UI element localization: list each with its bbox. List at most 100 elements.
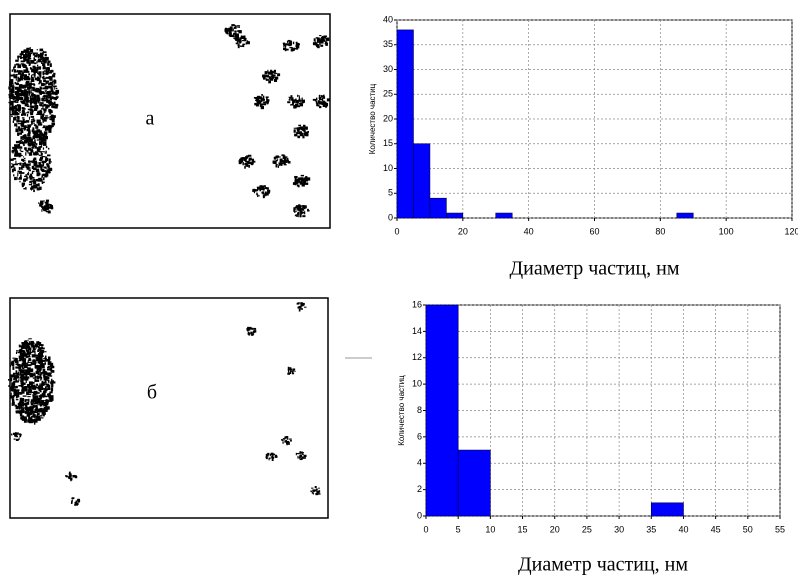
particle xyxy=(51,114,53,119)
particle xyxy=(16,393,18,396)
particle xyxy=(14,64,16,68)
particle xyxy=(34,54,37,58)
particle xyxy=(30,137,32,139)
particle xyxy=(39,136,41,141)
particle xyxy=(50,390,53,393)
particle xyxy=(26,177,29,179)
particle xyxy=(31,160,33,164)
particle xyxy=(17,104,22,109)
particle xyxy=(44,135,48,140)
particle xyxy=(30,409,33,412)
particle xyxy=(32,404,35,409)
particle xyxy=(294,177,297,181)
particle xyxy=(12,158,17,160)
particle xyxy=(19,70,23,73)
particle xyxy=(321,102,324,105)
particle xyxy=(47,363,50,366)
particle xyxy=(24,103,27,107)
particle xyxy=(15,108,18,112)
particle xyxy=(302,135,305,139)
particle xyxy=(18,170,22,174)
particle xyxy=(300,307,302,310)
particle xyxy=(36,400,41,403)
particle xyxy=(19,358,23,360)
particle xyxy=(34,409,37,412)
particle xyxy=(51,116,55,120)
particle xyxy=(259,187,262,192)
particle xyxy=(36,392,40,394)
particle xyxy=(261,94,264,96)
particle xyxy=(41,206,45,210)
particle xyxy=(23,156,25,158)
particle xyxy=(47,60,51,63)
particle xyxy=(42,173,46,177)
particle xyxy=(34,132,37,137)
particle xyxy=(35,125,39,129)
particle xyxy=(30,83,35,85)
particle xyxy=(39,91,43,95)
particle xyxy=(34,386,37,388)
particle xyxy=(293,99,297,101)
particle xyxy=(257,194,259,198)
particle xyxy=(288,442,290,445)
particle xyxy=(11,433,13,436)
particle xyxy=(29,372,33,376)
particle xyxy=(232,28,234,32)
particle xyxy=(8,101,13,104)
particle xyxy=(47,406,50,410)
particle xyxy=(242,162,244,166)
particle xyxy=(295,41,298,45)
particle xyxy=(46,125,48,128)
particle xyxy=(41,346,44,350)
particle xyxy=(38,135,42,138)
particle xyxy=(322,100,325,103)
particle xyxy=(301,97,303,99)
particle xyxy=(28,370,33,373)
particle xyxy=(287,366,290,370)
particle xyxy=(41,388,46,390)
particle xyxy=(298,95,300,97)
particle xyxy=(31,74,35,76)
particle xyxy=(275,155,279,159)
particle xyxy=(13,388,17,392)
particle xyxy=(39,132,42,135)
particle xyxy=(46,379,49,381)
particle xyxy=(15,399,19,401)
particle xyxy=(299,214,302,218)
particle xyxy=(28,398,30,402)
particle xyxy=(47,96,51,99)
particle xyxy=(23,64,27,67)
particle xyxy=(229,31,231,35)
particle xyxy=(45,68,48,72)
particle xyxy=(288,368,291,370)
particle xyxy=(50,365,55,369)
particle xyxy=(45,170,48,173)
particle xyxy=(26,150,29,153)
particle xyxy=(36,94,40,98)
particle xyxy=(15,97,18,101)
particle xyxy=(41,174,44,177)
particle xyxy=(17,172,19,177)
particle xyxy=(43,160,47,164)
particle xyxy=(27,56,31,60)
particle xyxy=(15,83,20,86)
particle xyxy=(30,351,33,353)
particle xyxy=(21,376,26,380)
particle xyxy=(51,118,55,123)
particle xyxy=(20,364,24,367)
particle xyxy=(16,95,20,100)
particle xyxy=(11,105,14,108)
particle xyxy=(278,164,281,166)
particle xyxy=(17,132,20,136)
particle xyxy=(10,392,12,397)
particle xyxy=(69,473,72,476)
particle xyxy=(21,127,23,131)
particle xyxy=(45,405,48,410)
particle xyxy=(304,306,307,308)
particle xyxy=(43,370,46,374)
particle xyxy=(16,164,19,166)
particle xyxy=(45,171,48,175)
particle xyxy=(15,59,19,62)
particle xyxy=(55,92,58,96)
particle xyxy=(274,79,276,82)
